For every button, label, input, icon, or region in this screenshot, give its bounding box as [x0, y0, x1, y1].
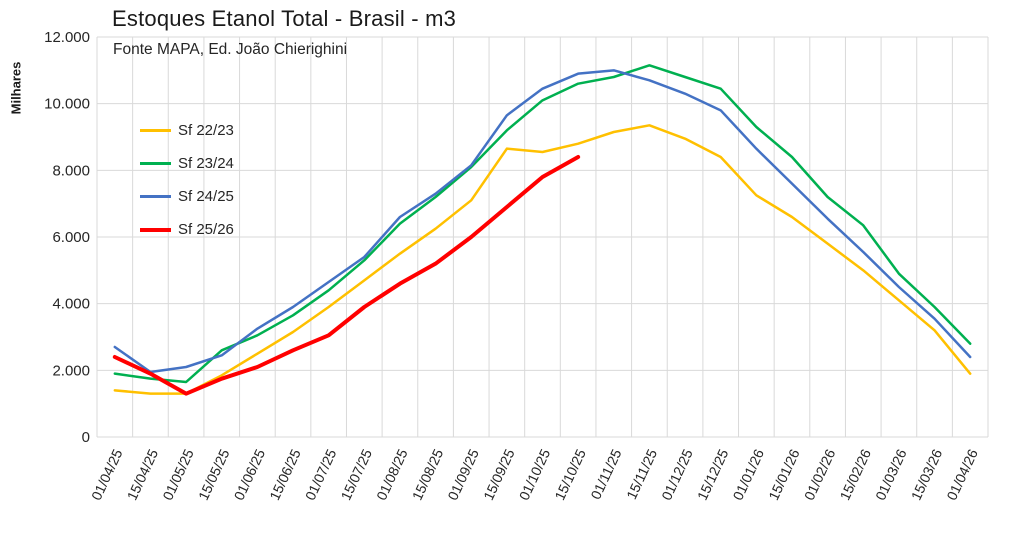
legend-item-sf-22-23: Sf 22/23	[140, 114, 234, 147]
x-tick-label: 15/02/26	[836, 446, 874, 502]
y-tick-label: 0	[82, 429, 90, 446]
legend: Sf 22/23 Sf 23/24 Sf 24/25 Sf 25/26	[140, 114, 234, 246]
chart-subtitle: Fonte MAPA, Ed. João Chierighini	[113, 41, 348, 58]
x-tick-label: 15/12/25	[694, 446, 732, 502]
x-tick-label: 15/04/25	[124, 446, 162, 502]
y-axis-title: Milhares	[8, 61, 24, 115]
x-tick-label: 15/11/25	[623, 446, 660, 501]
x-tick-label: 15/08/25	[409, 446, 447, 502]
series-line-sf-23-24	[113, 64, 972, 384]
legend-line-swatch-icon	[140, 227, 171, 232]
x-tick-label: 15/09/25	[480, 446, 518, 502]
legend-label: Sf 22/23	[178, 122, 234, 139]
x-tick-label: 01/08/25	[373, 446, 411, 502]
x-tick-label: 01/05/25	[159, 446, 197, 502]
y-tick-label: 6.000	[52, 229, 90, 246]
legend-label: Sf 25/26	[178, 221, 234, 238]
series-line-sf-25-26	[112, 155, 581, 396]
x-tick-label: 01/01/26	[730, 446, 768, 502]
x-tick-label: 15/01/26	[765, 446, 803, 502]
legend-label: Sf 24/25	[178, 188, 234, 205]
legend-item-sf-24-25: Sf 24/25	[140, 180, 234, 213]
x-tick-label: 01/07/25	[302, 446, 340, 502]
x-tick-label: 01/09/25	[444, 446, 482, 502]
y-tick-label: 10.000	[44, 96, 90, 113]
x-tick-label: 15/10/25	[551, 446, 589, 502]
x-tick-label: 15/03/26	[908, 446, 946, 502]
series-line-sf-24-25	[113, 69, 972, 374]
x-tick-label: 01/04/26	[943, 446, 981, 502]
legend-line-swatch-icon	[140, 129, 171, 132]
legend-item-sf-23-24: Sf 23/24	[140, 147, 234, 180]
legend-line-swatch-icon	[140, 162, 171, 165]
x-tick-label: 01/12/25	[658, 446, 696, 502]
legend-line-swatch-icon	[140, 195, 171, 198]
x-tick-label: 01/06/25	[231, 446, 269, 502]
x-tick-label: 01/11/25	[587, 446, 624, 501]
x-tick-label: 15/05/25	[195, 446, 233, 502]
y-tick-label: 12.000	[44, 29, 90, 46]
legend-label: Sf 23/24	[178, 155, 234, 172]
x-tick-label: 15/06/25	[266, 446, 304, 502]
x-tick-label: 15/07/25	[337, 446, 375, 502]
chart-title: Estoques Etanol Total - Brasil - m3	[112, 6, 457, 31]
x-tick-label: 01/04/25	[88, 446, 126, 502]
x-tick-label: 01/03/26	[872, 446, 910, 502]
y-tick-label: 2.000	[52, 362, 90, 379]
legend-item-sf-25-26: Sf 25/26	[140, 213, 234, 246]
x-tick-label: 01/02/26	[801, 446, 839, 502]
y-tick-label: 8.000	[52, 162, 90, 179]
series-line-sf-22-23	[113, 124, 972, 395]
x-tick-label: 01/10/25	[516, 446, 554, 502]
y-tick-label: 4.000	[52, 296, 90, 313]
